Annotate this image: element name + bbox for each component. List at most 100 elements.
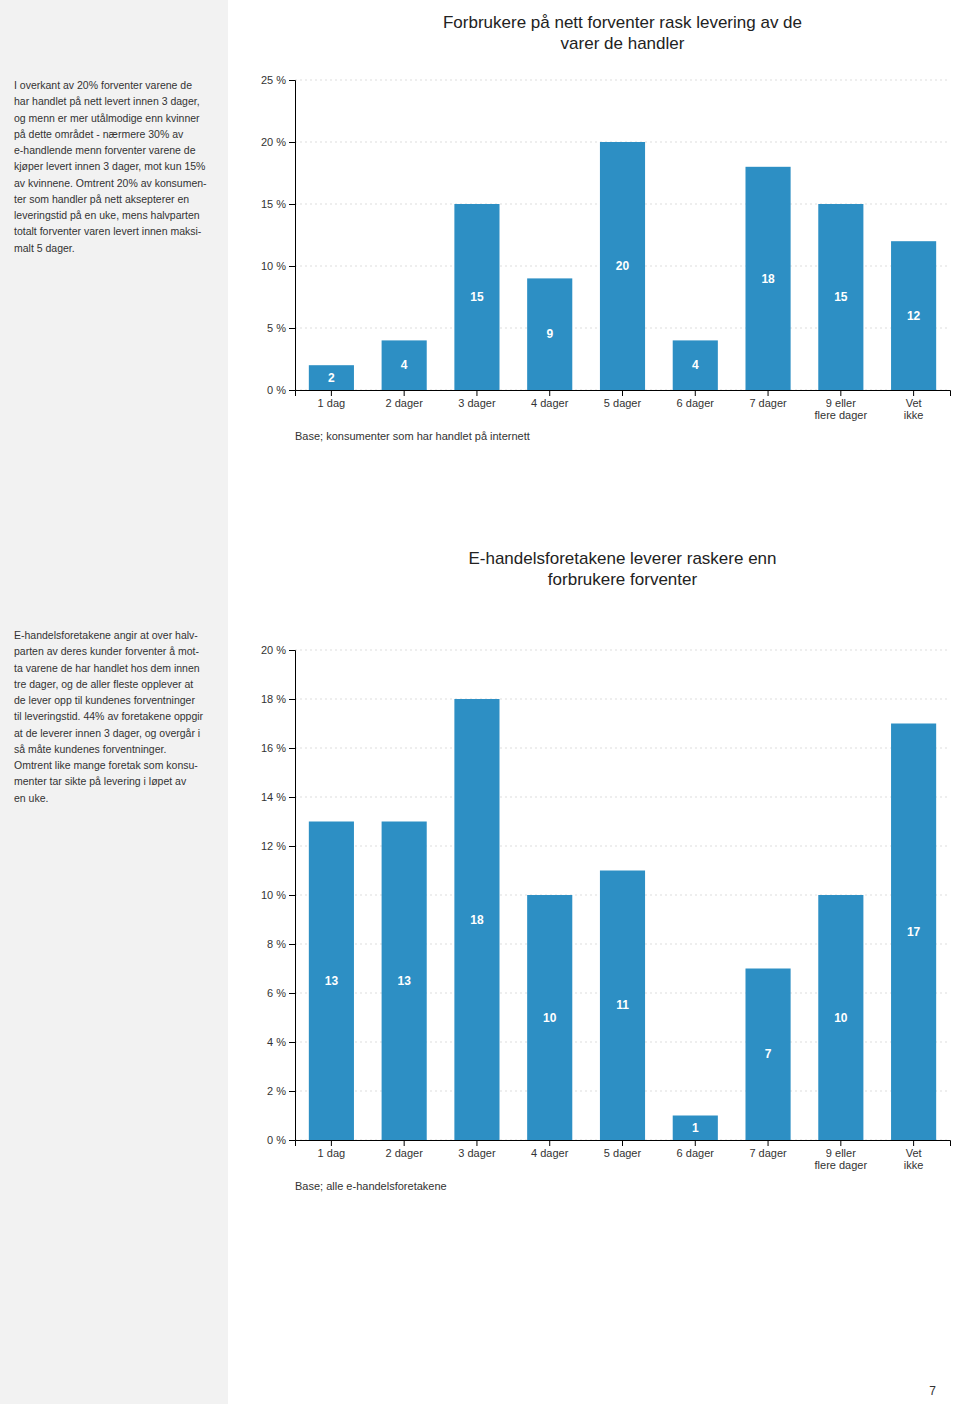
bars: [309, 142, 936, 390]
tick: 9 ellerflere dager: [815, 390, 868, 421]
tick-mark: [289, 748, 295, 749]
body-text-line: I overkant av 20% forventer varene de: [14, 79, 192, 91]
tick: 5 %: [267, 322, 295, 334]
data-label: 13: [325, 974, 339, 988]
tick: 6 dager: [677, 1140, 715, 1159]
tick: 5 dager: [604, 390, 642, 409]
tick-mark: [476, 390, 477, 396]
tick: 2 %: [267, 1085, 295, 1097]
page-number: 7: [929, 1384, 936, 1398]
tick-label: 10 %: [261, 260, 286, 272]
bar: [527, 895, 572, 1140]
tick: 15 %: [261, 198, 295, 210]
tick: 14 %: [261, 791, 295, 803]
data-label: 4: [401, 358, 408, 372]
tick-label: 3 dager: [458, 1147, 496, 1159]
tick-label: 10 %: [261, 889, 286, 901]
tick-mark: [289, 993, 295, 994]
grid: [295, 650, 950, 1140]
tick-label: 0 %: [267, 384, 286, 396]
bar: [673, 1116, 718, 1141]
tick-label: 20 %: [261, 136, 286, 148]
tick-label: 0 %: [267, 1134, 286, 1146]
plot: 13131810111710170 %2 %4 %6 %8 %10 %12 %1…: [261, 644, 951, 1171]
tick: 5 dager: [604, 1140, 642, 1159]
tick-mark: [289, 142, 295, 143]
data-label: 10: [834, 1011, 848, 1025]
grid-line: [295, 748, 950, 749]
tick-label: 4 %: [267, 1036, 286, 1048]
bar: [309, 365, 354, 390]
data-label: 12: [907, 309, 921, 323]
data-label: 20: [616, 259, 630, 273]
bar: [818, 895, 863, 1140]
tick-label-line: 7 dager: [749, 397, 787, 409]
body-text-line: en uke.: [14, 792, 48, 804]
tick: 12 %: [261, 840, 295, 852]
tick-label-line: 2 dager: [386, 397, 424, 409]
tick: 20 %: [261, 644, 295, 656]
tick: 7 dager: [749, 1140, 787, 1159]
tick: 4 dager: [531, 390, 569, 409]
tick-mark: [289, 80, 295, 81]
tick-mark: [476, 1140, 477, 1146]
data-label: 18: [470, 913, 484, 927]
data-label: 13: [397, 974, 411, 988]
tick-label-line: 7 dager: [749, 1147, 787, 1159]
tick-mark: [404, 390, 405, 396]
tick-label: 18 %: [261, 693, 286, 705]
body-text-line: ter som handler på nett aksepterer en: [14, 193, 189, 205]
tick-label-line: Vet: [906, 397, 922, 409]
tick: 6 dager: [677, 390, 715, 409]
tick-label: 9 ellerflere dager: [815, 397, 868, 422]
left-panel: [0, 0, 228, 1404]
tick-label: 1 dag: [318, 397, 346, 409]
data-labels: 1313181011171017: [325, 913, 921, 1135]
tick-label: 6 dager: [677, 1147, 715, 1159]
tick-label-line: ikke: [904, 409, 924, 421]
tick: 20 %: [261, 136, 295, 148]
bar: [454, 204, 499, 390]
axis-line: [289, 81, 296, 391]
tick: 16 %: [261, 742, 295, 754]
plot: 241592041815120 %5 %10 %15 %20 %25 %1 da…: [261, 74, 951, 421]
grid: [295, 80, 950, 390]
base-note-line: Base; konsumenter som har handlet på int…: [295, 430, 530, 442]
tick-mark: [289, 1091, 295, 1092]
tick-label: 2 dager: [386, 1147, 424, 1159]
body-text-line: ta varene de har handlet hos dem innen: [14, 662, 200, 674]
bar: [600, 871, 645, 1141]
tick-mark: [695, 1140, 696, 1146]
tick-label: 14 %: [261, 791, 286, 803]
bar: [745, 969, 790, 1141]
bar: [309, 822, 354, 1141]
chart-title-line: E-handelsforetakene leverer raskere enn: [468, 549, 776, 568]
chart-title-line: forbrukere forventer: [548, 570, 698, 589]
tick-mark: [289, 846, 295, 847]
tick-mark: [622, 1140, 623, 1146]
tick: 8 %: [267, 938, 295, 950]
tick-label: Vetikke: [904, 1147, 924, 1172]
body-text-line: kjøper levert innen 3 dager, mot kun 15%: [14, 160, 205, 172]
tick-label: 3 dager: [458, 397, 496, 409]
data-label: 18: [761, 272, 775, 286]
tick-mark: [331, 1140, 332, 1146]
tick-mark: [840, 390, 841, 396]
tick-mark: [289, 204, 295, 205]
tick: 2 dager: [386, 390, 424, 409]
body-text-line: tre dager, og de aller fleste opplever a…: [14, 678, 193, 690]
tick-mark: [289, 699, 295, 700]
tick-label: 8 %: [267, 938, 286, 950]
tick-label: 20 %: [261, 644, 286, 656]
chart-title-line: varer de handler: [561, 34, 685, 53]
data-label: 1: [692, 1121, 699, 1135]
data-labels: 24159204181512: [328, 259, 921, 385]
chart-title: E-handelsforetakene leverer raskere enn f…: [468, 549, 776, 589]
base-note-line: Base; alle e-handelsforetakene: [295, 1180, 447, 1192]
tick-mark: [622, 390, 623, 396]
tick-label: Vetikke: [904, 397, 924, 422]
bar: [600, 142, 645, 390]
data-label: 10: [543, 1011, 557, 1025]
tick-mark: [768, 1140, 769, 1146]
tick: 2 dager: [386, 1140, 424, 1159]
